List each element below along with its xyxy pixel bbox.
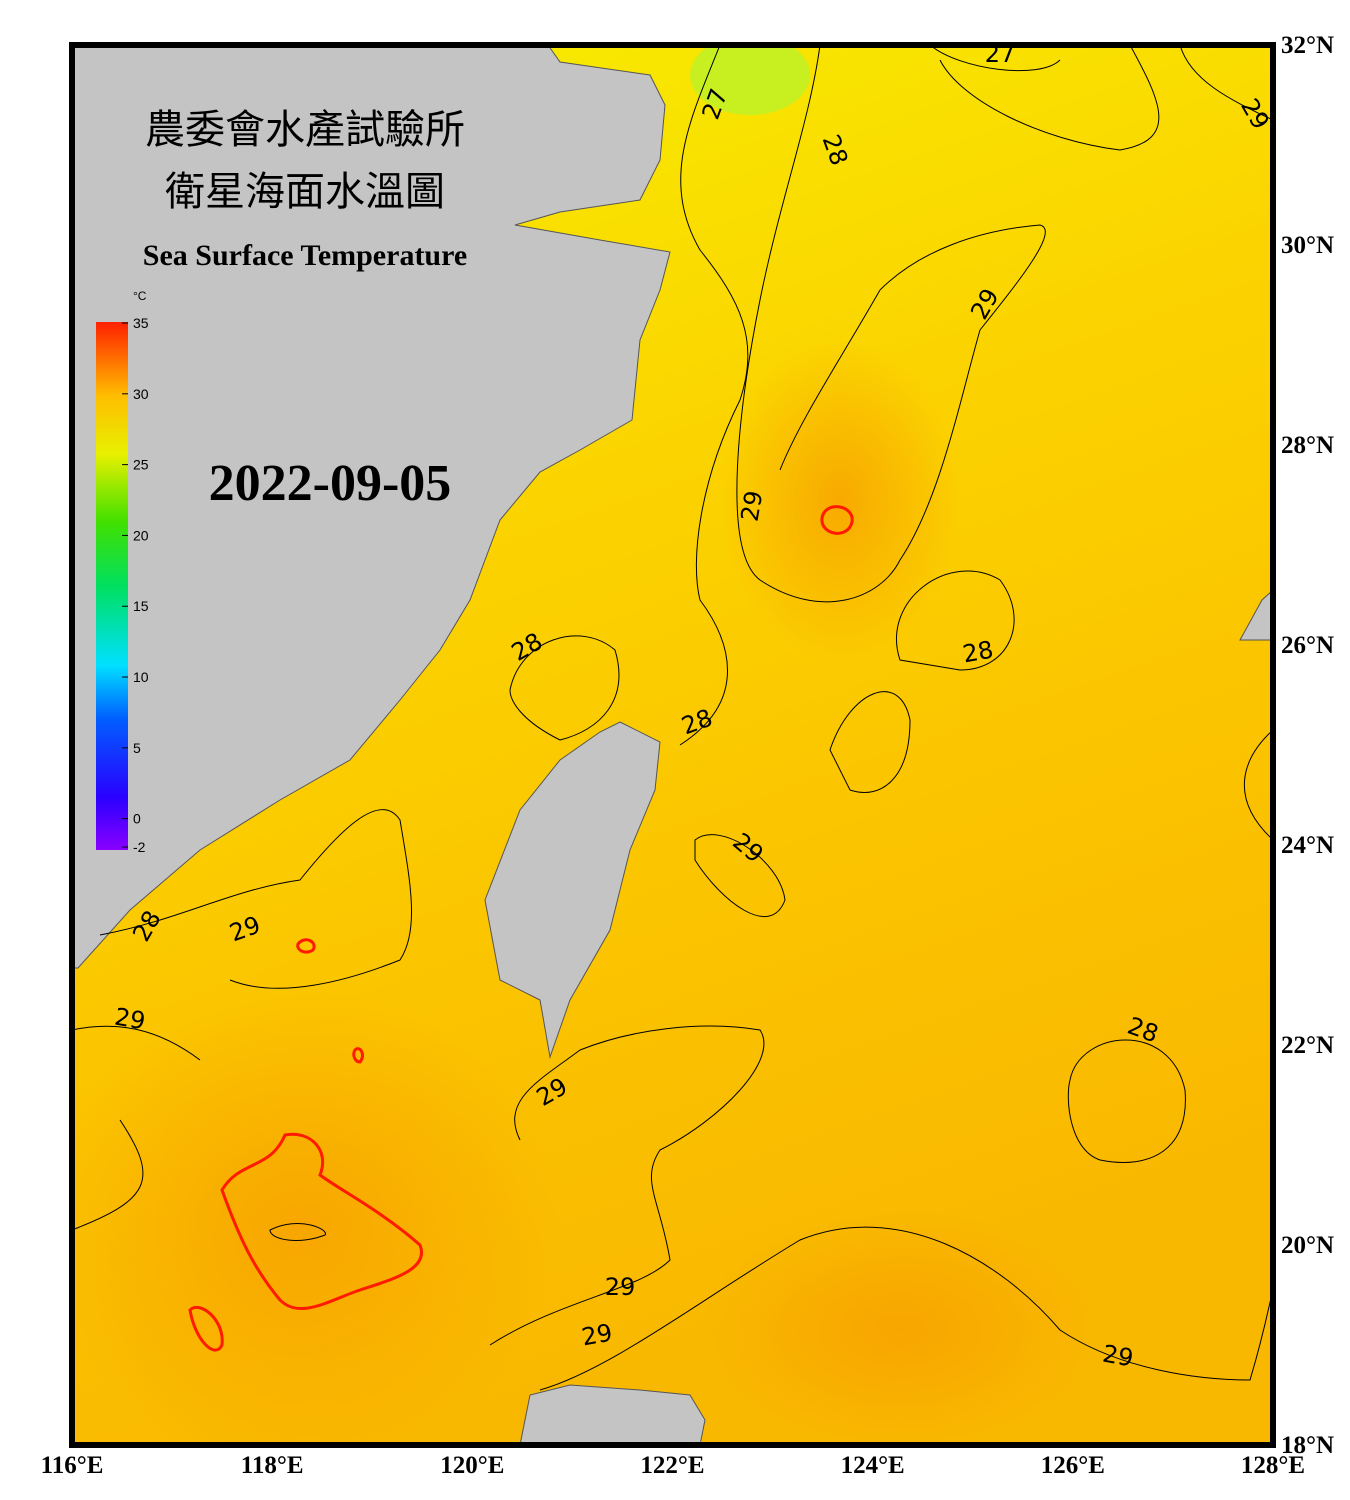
- land-taiwan: [484, 721, 661, 1059]
- x-tick-label: 118°E: [241, 1452, 304, 1479]
- contour-label: 29: [580, 1319, 615, 1352]
- y-tick-label: 26°N: [1281, 632, 1334, 659]
- x-tick-label: 126°E: [1041, 1452, 1105, 1479]
- colorbar-tick-label: 5: [133, 740, 141, 756]
- y-tick-label: 28°N: [1281, 432, 1334, 459]
- colorbar-tick-label: 20: [133, 527, 149, 543]
- warm-patch: [72, 990, 560, 1445]
- contour-label: 29: [113, 1003, 148, 1036]
- title-en: Sea Surface Temperature: [143, 239, 467, 272]
- x-tick-label: 116°E: [41, 1452, 104, 1479]
- land-islands: [1239, 589, 1273, 641]
- y-tick-label: 22°N: [1281, 1032, 1334, 1059]
- x-tick-label: 122°E: [640, 1452, 704, 1479]
- contours: [72, 45, 1273, 1391]
- map-frame: [69, 42, 1276, 1448]
- y-tick-label: 24°N: [1281, 832, 1334, 859]
- title-zh: 農委會水產試驗所: [145, 107, 465, 152]
- contour-label: 29: [605, 1273, 636, 1301]
- colorbar-tick-label: 15: [133, 598, 149, 614]
- colorbar: [96, 322, 128, 850]
- contours-30: [188, 505, 854, 1352]
- warm-patch: [700, 1210, 1100, 1445]
- land-china: [72, 45, 671, 969]
- contour-label: 29: [736, 489, 769, 524]
- contour-label: 29: [1101, 1340, 1136, 1373]
- colorbar-tick-label: 0: [133, 811, 141, 827]
- contour-label: 27: [985, 40, 1016, 68]
- colorbar-unit: °C: [133, 289, 147, 303]
- axes: 116°E 118°E 120°E 122°E 124°E 126°E 128°E 32°N 3…: [41, 32, 1334, 1479]
- colorbar-tick-label: 35: [133, 315, 149, 331]
- colorbar-tick-label: 10: [133, 669, 149, 685]
- colorbar-ticks: 35 30 25 20 15 10 5 0 -2: [122, 315, 149, 855]
- y-tick-label: 32°N: [1281, 32, 1334, 59]
- x-tick-label: 124°E: [841, 1452, 905, 1479]
- contour-label: 28: [961, 636, 996, 669]
- colorbar-tick-label: 25: [133, 457, 149, 473]
- title-zh: 衛星海面水溫圖: [165, 169, 445, 214]
- x-tick-label: 128°E: [1241, 1452, 1305, 1479]
- colorbar-tick-label: -2: [133, 839, 146, 855]
- x-tick-label: 120°E: [440, 1452, 504, 1479]
- land-philippines: [519, 1384, 706, 1445]
- y-tick-label: 20°N: [1281, 1232, 1334, 1259]
- y-tick-label: 18°N: [1281, 1432, 1334, 1459]
- colorbar-tick-label: 30: [133, 386, 149, 402]
- warm-patch: [720, 340, 960, 660]
- cool-patch: [690, 45, 810, 115]
- y-tick-label: 30°N: [1281, 232, 1334, 259]
- date: 2022-09-05: [209, 455, 452, 512]
